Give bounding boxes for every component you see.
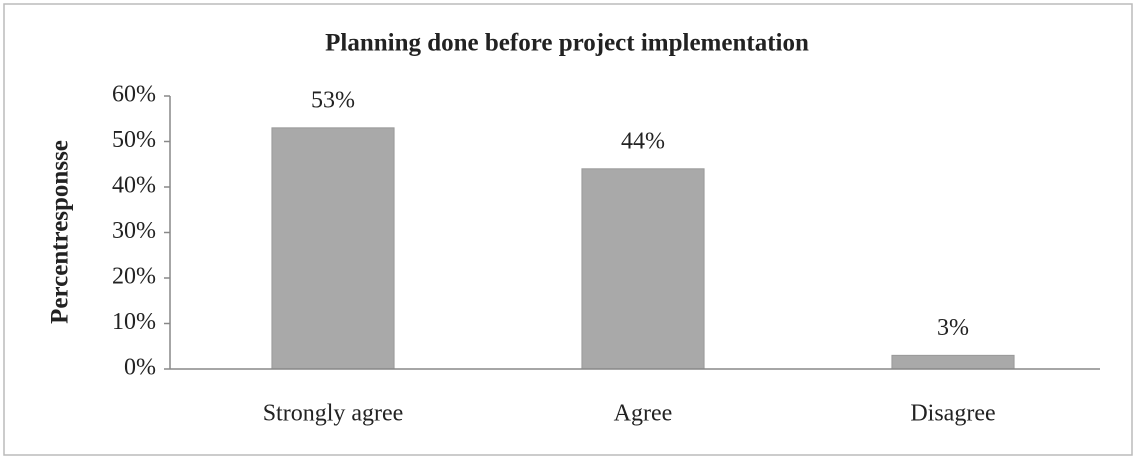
chart-title: Planning done before project implementat… [325,30,809,57]
value-label: 3% [937,315,969,341]
y-axis-label: Percentresponsse [47,140,74,324]
x-tick-label: Disagree [910,401,995,427]
y-tick-label: 50% [112,127,156,153]
value-label: 53% [311,87,355,113]
y-tick-label: 30% [112,218,156,244]
y-tick-label: 0% [124,355,156,381]
y-tick-label: 60% [112,82,156,108]
x-tick-label: Strongly agree [263,401,404,427]
y-tick-label: 10% [112,309,156,335]
bar [891,354,1015,370]
value-label: 44% [621,128,665,154]
chart-border [3,3,1133,456]
x-tick-label: Agree [614,401,673,427]
bar [581,168,705,370]
bar [271,127,395,370]
y-tick-label: 20% [112,264,156,290]
y-tick-label: 40% [112,173,156,199]
